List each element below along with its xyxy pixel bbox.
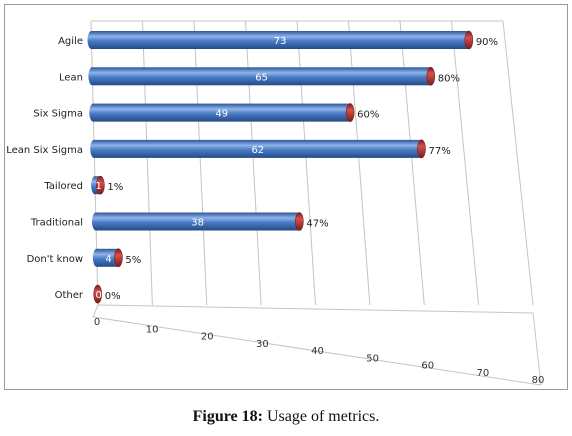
x-tick-label: 40: [311, 346, 324, 357]
x-tick-label: 70: [477, 368, 490, 379]
bar-end-cap: [417, 139, 426, 159]
gridline: [142, 20, 153, 306]
bar-end-cap: [464, 30, 474, 50]
gridline: [451, 20, 480, 306]
bar-end-cap: [96, 175, 105, 195]
percent-label: 90%: [476, 37, 498, 48]
x-tick-label: 80: [532, 375, 545, 386]
x-tick-label: 20: [201, 332, 214, 343]
percent-label: 1%: [107, 182, 123, 193]
percent-label: 60%: [357, 110, 379, 121]
x-tick-label: 60: [421, 361, 434, 372]
bar: [95, 212, 300, 231]
bar-start-cap: [87, 31, 96, 49]
bar-end-cap: [426, 67, 436, 86]
chart-frame: 0 10 20 30 40 50 60 70 80 Agile 73 90% Lean 65 80% Six …: [4, 4, 568, 390]
gridline: [296, 20, 316, 306]
value-label: 1: [96, 181, 102, 192]
percent-label: 5%: [125, 255, 141, 266]
gridline: [399, 20, 425, 306]
category-label: Lean: [59, 72, 83, 83]
bar-start-cap: [90, 139, 99, 158]
x-tick-label: 30: [256, 339, 269, 350]
value-label: 62: [251, 145, 264, 156]
bar: [94, 139, 422, 158]
bar: [91, 31, 469, 49]
percent-label: 47%: [306, 219, 328, 230]
bar-end-cap: [345, 103, 355, 122]
category-label: Traditional: [30, 218, 83, 229]
x-tick-label: 0: [94, 317, 100, 328]
category-label: Don't know: [27, 254, 83, 265]
caption-label: Figure 18:: [192, 408, 263, 425]
value-label: 65: [255, 72, 268, 83]
bar: [93, 103, 351, 122]
bar-end-cap: [114, 248, 123, 268]
floor-left-edge: [92, 304, 99, 318]
value-label: 4: [105, 254, 111, 265]
floor-back-edge: [97, 304, 534, 314]
x-tick-label: 10: [146, 324, 159, 335]
floor-front-edge: [92, 316, 542, 386]
x-tick-label: 50: [366, 353, 379, 364]
bar: [92, 67, 431, 86]
bar-start-cap: [89, 103, 98, 122]
gridline: [245, 20, 262, 306]
value-label: 38: [191, 218, 204, 229]
category-label: Lean Six Sigma: [6, 145, 83, 156]
category-label: Six Sigma: [33, 109, 83, 120]
bar-start-cap: [88, 67, 97, 86]
percent-label: 0%: [105, 291, 121, 302]
gridline: [502, 20, 534, 306]
floor-right-edge: [532, 312, 542, 386]
bar-end-cap: [93, 284, 103, 304]
figure-caption: Figure 18: Usage of metrics.: [0, 408, 572, 426]
caption-text: Usage of metrics.: [262, 408, 380, 425]
gridline: [193, 20, 208, 306]
value-label: 73: [274, 36, 287, 47]
value-label: 0: [96, 290, 102, 301]
category-label: Tailored: [43, 181, 83, 192]
bar: [96, 248, 119, 267]
category-label: Agile: [58, 36, 83, 47]
category-label: Other: [55, 290, 84, 301]
bar-end-cap: [295, 212, 304, 231]
value-label: 49: [215, 109, 228, 120]
bar-start-cap: [92, 248, 101, 267]
percent-label: 77%: [428, 146, 450, 157]
gridline: [348, 20, 371, 306]
percent-label: 80%: [438, 73, 460, 84]
bar-start-cap: [91, 212, 100, 231]
